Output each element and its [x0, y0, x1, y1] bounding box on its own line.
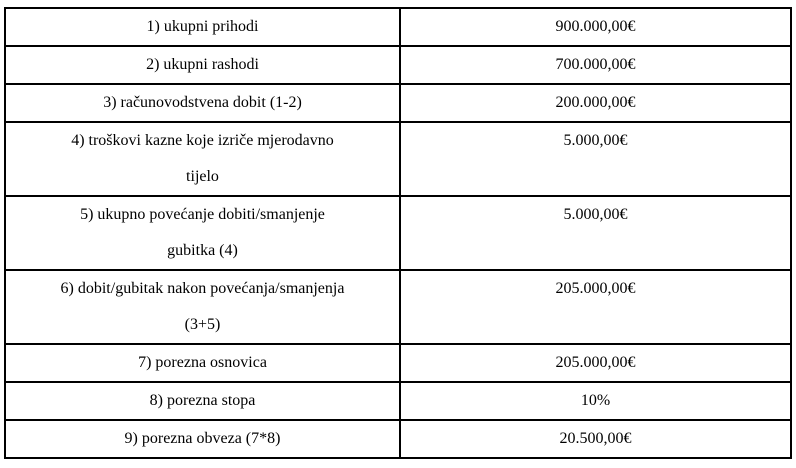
row-value-cell: 10% [399, 381, 792, 421]
row-label-line: 3) računovodstvena dobit (1-2) [103, 94, 302, 111]
row-label-line: gubitka (4) [167, 242, 238, 259]
row-value-cell: 5.000,00€ [399, 195, 792, 271]
table-row: 7) porezna osnovica 205.000,00€ [4, 343, 792, 383]
row-label-line: 1) ukupni prihodi [146, 18, 259, 35]
row-label-cell: 3) računovodstvena dobit (1-2) [4, 83, 401, 123]
row-label-line: 8) porezna stopa [149, 392, 256, 409]
row-value-cell: 200.000,00€ [399, 83, 792, 123]
table-row: 8) porezna stopa 10% [4, 381, 792, 421]
row-label-cell: 9) porezna obveza (7*8) [4, 419, 401, 459]
row-value-cell: 700.000,00€ [399, 45, 792, 85]
table-row: 2) ukupni rashodi 700.000,00€ [4, 45, 792, 85]
row-label-cell: 8) porezna stopa [4, 381, 401, 421]
table-row: 4) troškovi kazne koje izriče mjerodavno… [4, 121, 792, 197]
table-row: 5) ukupno povećanje dobiti/smanjenje gub… [4, 195, 792, 271]
row-label-cell: 5) ukupno povećanje dobiti/smanjenje gub… [4, 195, 401, 271]
table-row: 6) dobit/gubitak nakon povećanja/smanjen… [4, 269, 792, 345]
row-label-cell: 2) ukupni rashodi [4, 45, 401, 85]
row-label-line: 9) porezna obveza (7*8) [124, 430, 281, 447]
row-label-cell: 6) dobit/gubitak nakon povećanja/smanjen… [4, 269, 401, 345]
row-label-cell: 1) ukupni prihodi [4, 7, 401, 47]
row-value-cell: 205.000,00€ [399, 269, 792, 345]
table-row: 3) računovodstvena dobit (1-2) 200.000,0… [4, 83, 792, 123]
row-value-cell: 20.500,00€ [399, 419, 792, 459]
tax-calculation-table: 1) ukupni prihodi 900.000,00€ 2) ukupni … [4, 7, 792, 459]
row-value-cell: 205.000,00€ [399, 343, 792, 383]
row-value-cell: 5.000,00€ [399, 121, 792, 197]
table-row: 9) porezna obveza (7*8) 20.500,00€ [4, 419, 792, 459]
row-label-line: 7) porezna osnovica [138, 354, 267, 371]
row-value-cell: 900.000,00€ [399, 7, 792, 47]
row-label-line: 5) ukupno povećanje dobiti/smanjenje [80, 206, 325, 223]
row-label-line: (3+5) [184, 316, 221, 333]
table-row: 1) ukupni prihodi 900.000,00€ [4, 7, 792, 47]
row-label-line: tijelo [186, 168, 219, 185]
row-label-cell: 7) porezna osnovica [4, 343, 401, 383]
row-label-line: 6) dobit/gubitak nakon povećanja/smanjen… [60, 280, 345, 297]
row-label-line: 2) ukupni rashodi [146, 56, 259, 73]
row-label-line: 4) troškovi kazne koje izriče mjerodavno [71, 132, 334, 149]
row-label-cell: 4) troškovi kazne koje izriče mjerodavno… [4, 121, 401, 197]
